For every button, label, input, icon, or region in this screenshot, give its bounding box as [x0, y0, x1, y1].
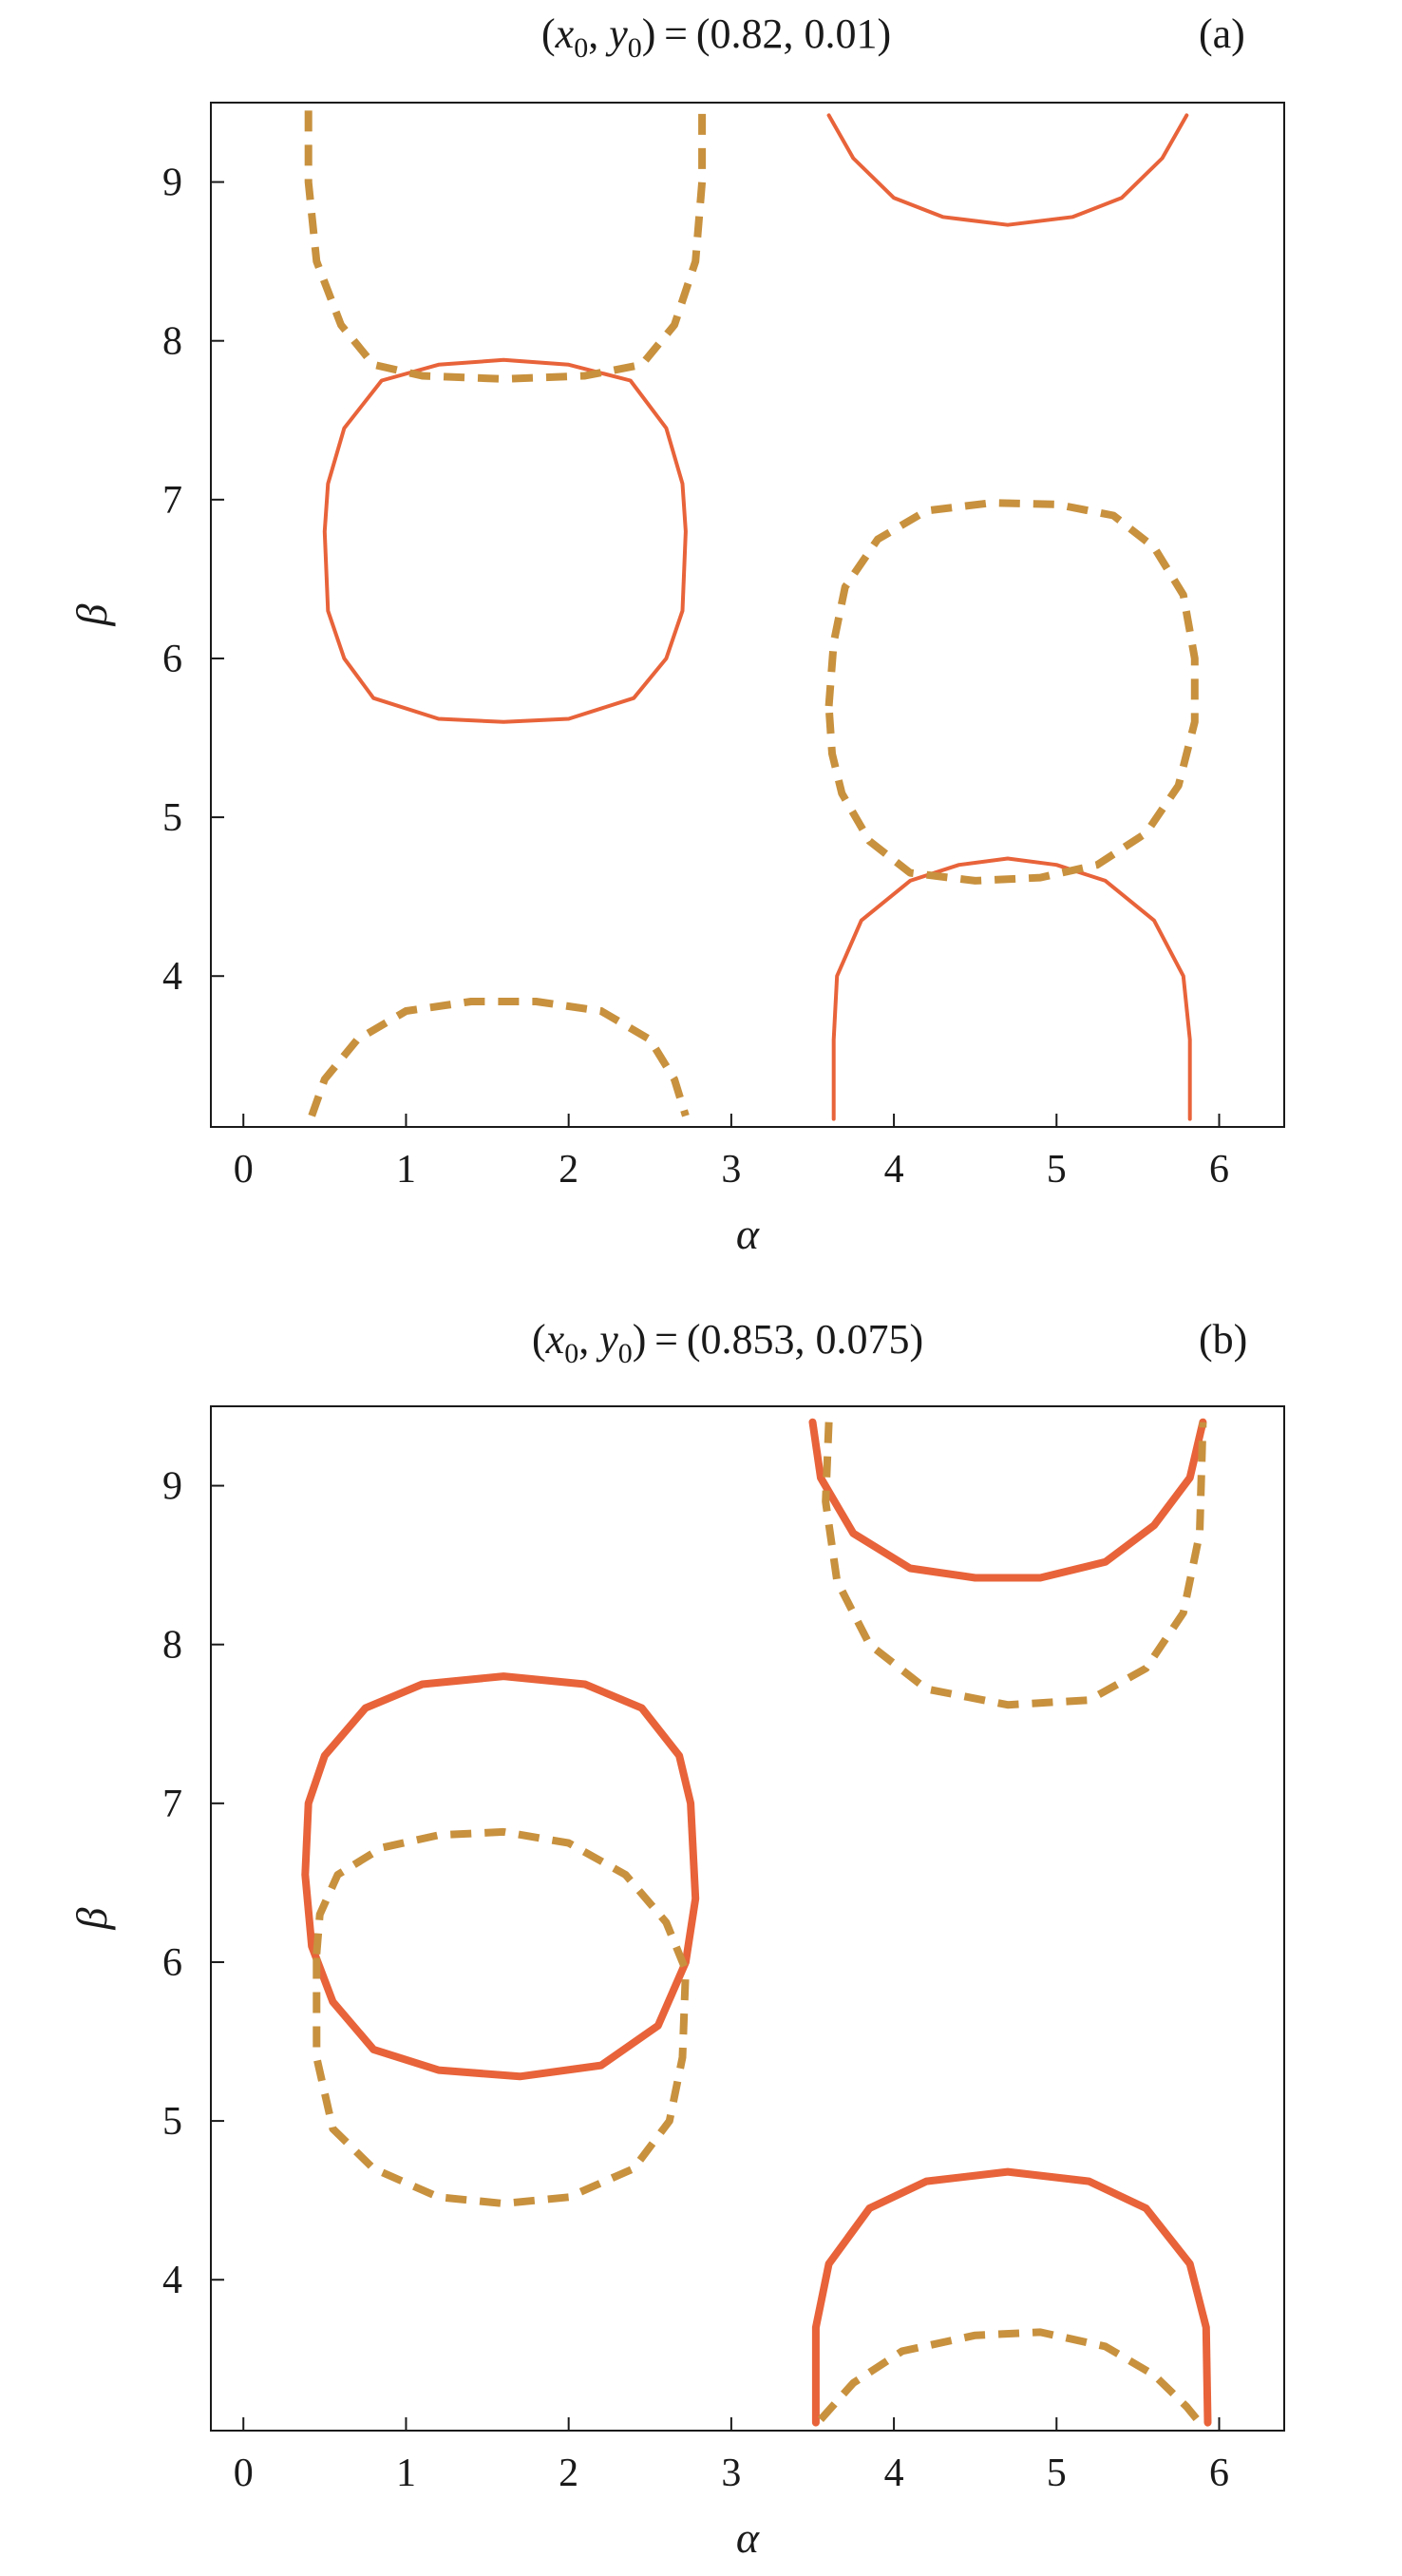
dashed-contour-5 — [308, 998, 690, 1117]
y-tick-label: 6 — [162, 1941, 182, 1985]
plot-frame — [210, 102, 1285, 1128]
y-axis-label: β — [67, 603, 116, 626]
solid-contour-0 — [301, 1672, 700, 2081]
solid-contour-1 — [808, 1418, 1207, 1582]
x-tick-label: 3 — [721, 2452, 741, 2495]
x-axis-label: α — [736, 1210, 760, 1258]
y-tick-label: 7 — [162, 1783, 182, 1826]
y-tick-label: 5 — [162, 2100, 182, 2144]
x-axis-label: α — [736, 2513, 760, 2562]
chart-panel-a: 0 1 2 3 4 5 6 4 5 6 7 8 9 α β (x0, y0) = (0.82, 0.01) (a… — [67, 10, 1285, 1258]
x-tick-label: 0 — [234, 1148, 254, 1192]
y-axis-label: β — [67, 1907, 116, 1930]
x-tick-label: 5 — [1047, 1148, 1067, 1192]
dashed-contour-4 — [824, 499, 1199, 885]
chart-title: (x0, y0) = (0.853, 0.075) — [532, 1316, 923, 1369]
x-tick-label: 1 — [396, 2452, 416, 2495]
dashed-contour-4 — [822, 1422, 1207, 1709]
solid-contour-2 — [811, 2167, 1212, 2427]
x-tick-label: 2 — [559, 1148, 578, 1192]
y-tick-label: 7 — [162, 479, 182, 523]
x-tick-label: 3 — [721, 1148, 741, 1192]
solid-contour-2 — [831, 856, 1192, 1121]
chart-title: (x0, y0) = (0.82, 0.01) — [541, 10, 891, 64]
dashed-contour-3 — [304, 110, 707, 383]
x-tick-label: 1 — [396, 1148, 416, 1192]
y-tick-label: 9 — [162, 1465, 182, 1509]
x-tick-label: 0 — [234, 2452, 254, 2495]
dashed-contour-3 — [313, 1827, 690, 2207]
panel-label: (a) — [1199, 10, 1245, 57]
x-tick-label: 5 — [1047, 2452, 1067, 2495]
x-tick-label: 6 — [1209, 1148, 1229, 1192]
x-tick-label: 2 — [559, 2452, 578, 2495]
solid-contour-0 — [322, 357, 688, 724]
y-tick-label: 4 — [162, 2259, 182, 2302]
solid-contour-1 — [826, 113, 1189, 227]
panel-label: (b) — [1199, 1316, 1247, 1363]
y-tick-label: 5 — [162, 796, 182, 840]
chart-panel-b: 0 1 2 3 4 5 6 4 5 6 7 8 9 α β (x0, y0) = (0.853, 0.075)… — [67, 1316, 1285, 2562]
x-tick-label: 6 — [1209, 2452, 1229, 2495]
y-tick-label: 8 — [162, 1624, 182, 1668]
y-tick-label: 9 — [162, 162, 182, 205]
y-tick-label: 8 — [162, 320, 182, 364]
x-tick-label: 4 — [884, 1148, 904, 1192]
y-tick-label: 6 — [162, 638, 182, 681]
dashed-contour-5 — [818, 2328, 1203, 2426]
y-tick-label: 4 — [162, 955, 182, 999]
x-tick-label: 4 — [884, 2452, 904, 2495]
plot-frame — [210, 1405, 1285, 2432]
